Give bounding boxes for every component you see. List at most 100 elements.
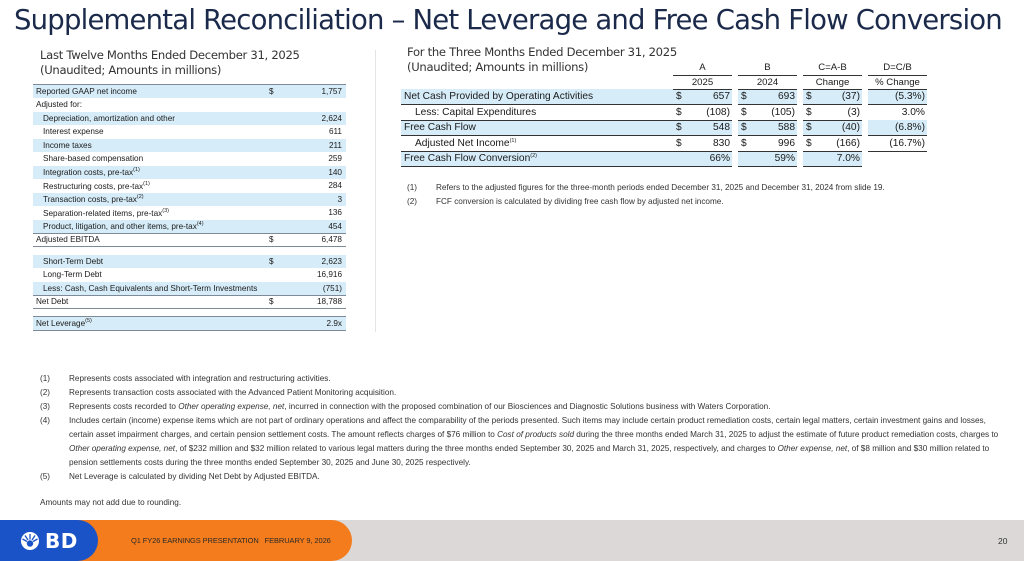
value-change: (3) bbox=[819, 104, 862, 121]
currency-symbol: $ bbox=[266, 254, 286, 268]
row-label: Less: Cash, Cash Equivalents and Short-T… bbox=[33, 281, 266, 295]
row-value: 211 bbox=[286, 138, 346, 152]
value-change: (166) bbox=[819, 135, 862, 152]
currency-symbol: $ bbox=[673, 104, 689, 121]
fcf-footnotes: (1) Refers to the adjusted figures for t… bbox=[407, 181, 885, 209]
right-heading-units: (Unaudited; Amounts in millions) bbox=[407, 60, 589, 74]
net-leverage-table: Reported GAAP net income $ 1,757 Adjuste… bbox=[33, 84, 346, 331]
value-pct-change: (5.3%) bbox=[868, 89, 927, 105]
currency-symbol: $ bbox=[266, 294, 286, 309]
row-value: 2.9x bbox=[286, 316, 346, 331]
currency-symbol: $ bbox=[673, 89, 689, 105]
currency-symbol: $ bbox=[803, 120, 819, 136]
row-label: Separation-related items, pre-tax(3) bbox=[43, 207, 169, 218]
right-heading-period: For the Three Months Ended December 31, … bbox=[407, 45, 677, 59]
table-row: Short-Term Debt $ 2,623 bbox=[33, 254, 346, 268]
value-2025: 548 bbox=[689, 120, 732, 136]
row-label: Net Leverage(5) bbox=[33, 316, 266, 331]
value-2024: (105) bbox=[754, 104, 797, 121]
left-table-heading: Last Twelve Months Ended December 31, 20… bbox=[40, 48, 300, 78]
currency-symbol: $ bbox=[673, 120, 689, 136]
footnote: (2) Represents transaction costs associa… bbox=[40, 388, 397, 397]
table-row-adjusted-ebitda: Adjusted EBITDA $ 6,478 bbox=[33, 232, 346, 247]
page-number: 20 bbox=[998, 536, 1008, 546]
table-row: Less: Capital Expenditures $ (108) $ (10… bbox=[401, 104, 927, 121]
value-change: 7.0% bbox=[819, 151, 862, 167]
row-label: Product, litigation, and other items, pr… bbox=[33, 219, 266, 233]
column-letter-row: A B C=A-B D=C/B bbox=[401, 61, 927, 76]
row-label: Transaction costs, pre-tax(2) bbox=[33, 192, 266, 206]
value-pct-change: (6.8%) bbox=[868, 120, 927, 136]
row-value: 140 bbox=[286, 165, 346, 179]
column-letter: A bbox=[673, 61, 732, 76]
row-value: 2,624 bbox=[286, 111, 346, 125]
column-letter: B bbox=[738, 61, 797, 76]
column-header: Change bbox=[803, 75, 862, 90]
row-label: Income taxes bbox=[33, 138, 266, 152]
footnote: (5) Net Leverage is calculated by dividi… bbox=[40, 472, 320, 481]
currency-symbol: $ bbox=[803, 89, 819, 105]
footnote: (4) Includes certain (income) expense it… bbox=[40, 416, 999, 467]
value-change: (40) bbox=[819, 120, 862, 136]
row-label: Depreciation, amortization and other bbox=[33, 111, 266, 125]
column-header-row: 2025 2024 Change % Change bbox=[401, 75, 927, 90]
row-value: 2,623 bbox=[286, 254, 346, 268]
table-row: Long-Term Debt 16,916 bbox=[33, 268, 346, 282]
row-value: 6,478 bbox=[286, 232, 346, 247]
table-row: Separation-related items, pre-tax(3) 136 bbox=[33, 206, 346, 220]
table-row: Depreciation, amortization and other 2,6… bbox=[33, 111, 346, 125]
value-2025: (108) bbox=[689, 104, 732, 121]
rounding-note: Amounts may not add due to rounding. bbox=[40, 498, 182, 507]
row-label: Reported GAAP net income bbox=[33, 84, 266, 98]
row-label: Net Cash Provided by Operating Activitie… bbox=[401, 89, 673, 105]
footnote: (1) Represents costs associated with int… bbox=[40, 374, 331, 383]
table-row-net-debt: Net Debt $ 18,788 bbox=[33, 294, 346, 309]
footnote: (3) Represents costs recorded to Other o… bbox=[40, 402, 771, 411]
row-label: Long-Term Debt bbox=[43, 270, 102, 280]
row-label: Less: Capital Expenditures bbox=[401, 104, 673, 121]
table-row: Free Cash Flow $ 548 $ 588 $ (40) (6.8%) bbox=[401, 120, 927, 136]
row-label: Adjusted Net Income(1) bbox=[401, 135, 673, 152]
column-letter: D=C/B bbox=[868, 61, 927, 76]
value-2024: 588 bbox=[754, 120, 797, 136]
footer-blue-band: BD bbox=[0, 520, 98, 561]
currency-symbol: $ bbox=[803, 104, 819, 121]
value-2025: 657 bbox=[689, 89, 732, 105]
row-value: 3 bbox=[286, 192, 346, 206]
currency-symbol: $ bbox=[266, 232, 286, 247]
column-header: 2025 bbox=[673, 75, 732, 90]
footnote: (2) FCF conversion is calculated by divi… bbox=[407, 197, 724, 206]
table-row: Restructuring costs, pre-tax(1) 284 bbox=[33, 179, 346, 193]
row-label: Interest expense bbox=[43, 127, 104, 137]
row-label: Restructuring costs, pre-tax(1) bbox=[43, 180, 150, 191]
table-row: Free Cash Flow Conversion(2) 66% 59% 7.0… bbox=[401, 151, 927, 167]
currency-symbol: $ bbox=[738, 120, 754, 136]
row-label: Net Debt bbox=[33, 294, 266, 309]
table-row: Adjusted Net Income(1) $ 830 $ 996 $ (16… bbox=[401, 135, 927, 152]
row-value: 1,757 bbox=[286, 84, 346, 98]
row-label: Adjusted for: bbox=[36, 100, 82, 110]
value-2025: 830 bbox=[689, 135, 732, 152]
left-heading-units: (Unaudited; Amounts in millions) bbox=[40, 63, 222, 77]
currency-symbol: $ bbox=[738, 104, 754, 121]
free-cash-flow-table: A B C=A-B D=C/B 2025 2024 Change % Chang… bbox=[401, 61, 927, 167]
table-row: Product, litigation, and other items, pr… bbox=[33, 219, 346, 233]
row-value: (751) bbox=[286, 281, 346, 295]
footnote: (1) Refers to the adjusted figures for t… bbox=[407, 183, 885, 192]
currency-symbol: $ bbox=[803, 135, 819, 152]
leverage-footnotes: (1) Represents costs associated with int… bbox=[40, 372, 1010, 484]
table-row: Income taxes 211 bbox=[33, 138, 346, 152]
table-row: Share-based compensation 259 bbox=[33, 152, 346, 166]
column-letter: C=A-B bbox=[803, 61, 862, 76]
row-value: 136 bbox=[328, 208, 342, 218]
currency-symbol: $ bbox=[266, 84, 286, 98]
column-header: % Change bbox=[868, 75, 927, 90]
table-row: Integration costs, pre-tax(1) 140 bbox=[33, 165, 346, 179]
value-change: (37) bbox=[819, 89, 862, 105]
presentation-label: Q1 FY26 EARNINGS PRESENTATION FEBRUARY 9… bbox=[131, 536, 331, 545]
currency-symbol: $ bbox=[738, 89, 754, 105]
row-value: 259 bbox=[328, 154, 342, 164]
value-2024: 996 bbox=[754, 135, 797, 152]
row-value: 454 bbox=[286, 219, 346, 233]
row-label: Free Cash Flow bbox=[401, 120, 673, 136]
